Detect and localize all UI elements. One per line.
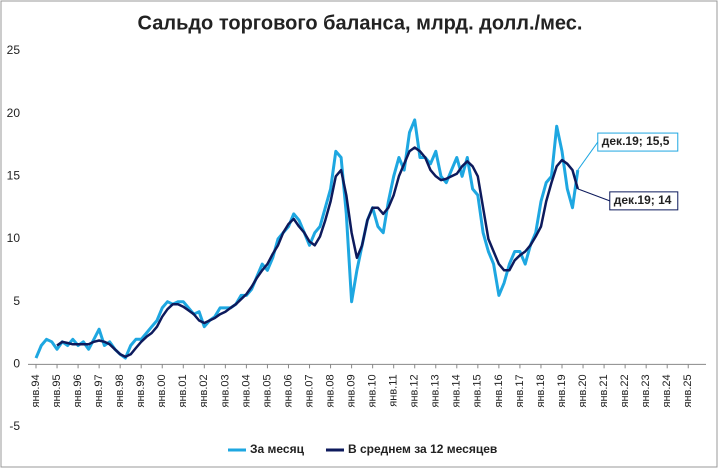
x-tick-label: янв.22 <box>619 374 631 407</box>
x-tick-label: янв.15 <box>472 374 484 407</box>
x-tick-label: янв.13 <box>430 374 442 407</box>
x-tick-label: янв.17 <box>514 374 526 407</box>
x-tick-label: янв.01 <box>177 374 189 407</box>
y-tick-label: 15 <box>7 169 21 183</box>
x-tick-label: янв.18 <box>535 374 547 407</box>
x-tick-label: янв.21 <box>598 374 610 407</box>
x-tick-label: янв.14 <box>451 374 463 407</box>
x-tick-label: янв.03 <box>219 374 231 407</box>
x-tick-label: янв.07 <box>303 374 315 407</box>
x-tick-label: янв.94 <box>30 374 42 407</box>
annotation: дек.19; 15,5 <box>602 134 670 148</box>
x-tick-label: янв.16 <box>493 374 505 407</box>
y-tick-label: -5 <box>9 419 20 433</box>
x-tick-label: янв.00 <box>156 374 168 407</box>
x-tick-label: янв.05 <box>261 374 273 407</box>
series-line <box>56 146 580 359</box>
annotation-box <box>597 132 679 152</box>
y-tick-label: 0 <box>13 357 20 371</box>
x-tick-label: янв.99 <box>135 374 147 407</box>
y-tick-label: 25 <box>7 43 21 57</box>
x-tick-label: янв.04 <box>240 374 252 407</box>
x-tick-label: янв.95 <box>51 374 63 407</box>
x-tick-label: янв.20 <box>577 374 589 407</box>
x-tick-label: янв.97 <box>93 374 105 407</box>
y-tick-label: 20 <box>7 106 21 120</box>
x-tick-label: янв.24 <box>661 374 673 407</box>
legend-label: В среднем за 12 месяцев <box>348 442 497 456</box>
x-tick-label: янв.98 <box>114 374 126 407</box>
annotation-connector <box>577 141 599 171</box>
annotation-box <box>609 191 679 211</box>
x-tick-label: янв.23 <box>640 374 652 407</box>
x-tick-label: янв.25 <box>682 374 694 407</box>
annotation: дек.19; 14 <box>614 193 672 207</box>
legend-label: За месяц <box>250 442 305 456</box>
x-tick-label: янв.08 <box>324 374 336 407</box>
x-tick-label: янв.10 <box>367 374 379 407</box>
annotation-connector <box>577 188 610 202</box>
x-tick-label: янв.11 <box>388 374 400 406</box>
x-tick-label: янв.96 <box>72 374 84 407</box>
x-tick-label: янв.19 <box>556 374 568 407</box>
y-tick-label: 5 <box>13 294 20 308</box>
x-tick-label: янв.06 <box>282 374 294 407</box>
x-tick-label: янв.02 <box>198 374 210 407</box>
y-tick-label: 10 <box>7 231 21 245</box>
x-tick-label: янв.09 <box>346 374 358 407</box>
x-tick-label: янв.12 <box>409 374 421 407</box>
chart-title: Сальдо торгового баланса, млрд. долл./ме… <box>138 12 583 34</box>
